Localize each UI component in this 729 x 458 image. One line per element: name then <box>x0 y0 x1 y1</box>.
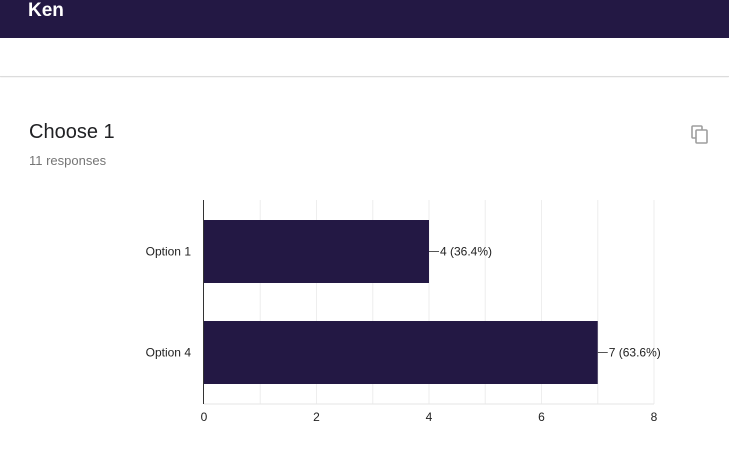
copy-icon[interactable] <box>690 124 710 144</box>
category-label: Option 1 <box>146 245 192 259</box>
header-title: Ken <box>28 0 64 21</box>
data-label: 7 (63.6%) <box>609 346 661 360</box>
response-count: 11 responses <box>29 153 107 168</box>
x-tick-label: 8 <box>651 410 658 424</box>
header-gap <box>0 38 729 77</box>
data-label: 4 (36.4%) <box>440 245 492 259</box>
bar <box>204 220 429 283</box>
bar <box>204 321 598 384</box>
question-title: Choose 1 <box>29 121 115 143</box>
x-tick-label: 2 <box>313 410 320 424</box>
top-header: Ken <box>0 0 729 38</box>
x-tick-label: 6 <box>538 410 545 424</box>
x-tick-label: 0 <box>201 410 208 424</box>
x-tick-label: 4 <box>426 410 433 424</box>
category-label: Option 4 <box>146 346 192 360</box>
